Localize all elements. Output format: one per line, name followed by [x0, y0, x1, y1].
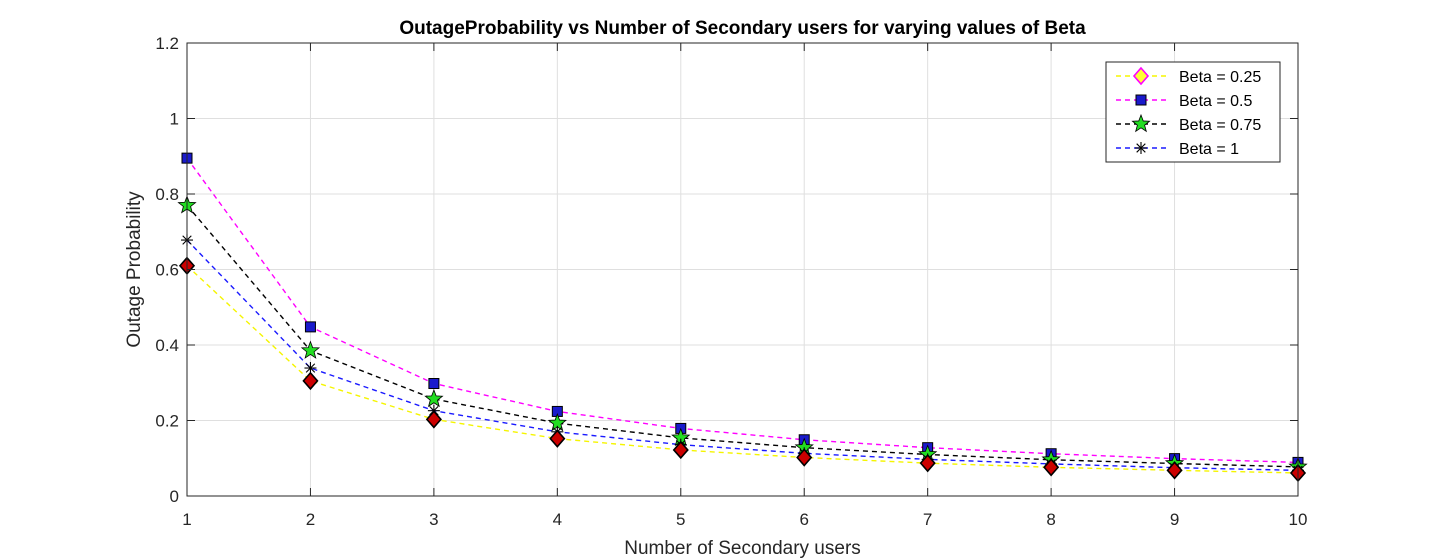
legend-label: Beta = 1 — [1179, 141, 1239, 158]
y-tick-label: 0.6 — [155, 261, 179, 280]
legend-marker — [1132, 66, 1150, 86]
x-tick-label: 10 — [1289, 510, 1308, 529]
legend-label: Beta = 0.75 — [1179, 117, 1261, 134]
data-point-series-3 — [424, 388, 444, 408]
x-tick-label: 7 — [923, 510, 932, 529]
chart-title: OutageProbability vs Number of Secondary… — [399, 18, 1086, 39]
data-point-series-2 — [428, 378, 440, 390]
data-point-series-1 — [919, 453, 936, 473]
data-point-series-1 — [549, 429, 566, 448]
y-axis-label: Outage Probability — [124, 191, 145, 348]
series-line-4 — [186, 239, 1299, 472]
data-point-series-1 — [1043, 458, 1060, 477]
x-tick-label: 8 — [1046, 510, 1055, 529]
x-tick-label: 2 — [306, 510, 315, 529]
y-tick-label: 0.2 — [155, 412, 179, 431]
x-tick-label: 9 — [1170, 510, 1179, 529]
y-tick-label: 0 — [170, 487, 179, 506]
y-tick-label: 1.2 — [155, 34, 179, 53]
legend-box — [1105, 61, 1281, 163]
y-tick-label: 0.8 — [155, 185, 179, 204]
legend-marker — [1135, 142, 1147, 154]
x-axis-label: Number of Secondary users — [624, 538, 861, 559]
legend-label: Beta = 0.5 — [1179, 93, 1252, 110]
x-tick-label: 6 — [799, 510, 808, 529]
y-tick-label: 1 — [170, 110, 179, 129]
x-tick-label: 3 — [429, 510, 438, 529]
data-point-series-1 — [302, 371, 319, 391]
series-line-2 — [186, 157, 1299, 464]
x-tick-label: 4 — [553, 510, 562, 529]
y-tick-label: 0.4 — [155, 336, 179, 355]
data-point-series-1 — [672, 440, 689, 460]
data-point-series-2 — [304, 321, 316, 333]
series-lines — [186, 157, 1299, 474]
data-point-series-3 — [300, 340, 321, 359]
asterisk-stroke — [1136, 143, 1146, 153]
legend-label: Beta = 0.25 — [1179, 69, 1261, 86]
x-tick-label: 1 — [182, 510, 191, 529]
legend-marker — [1131, 113, 1151, 133]
legend: Beta = 0.25 Beta = 0.5 Beta = 0.75 Beta = 1 — [1105, 61, 1281, 163]
asterisk-stroke — [305, 363, 316, 373]
axis-ticks: 1 2 3 4 5 6 7 8 9 10 0 0.2 0.4 0.6 0.8 1 1.2 — [155, 34, 1307, 529]
legend-marker — [1135, 94, 1147, 106]
series-line-3 — [186, 204, 1299, 468]
data-point-series-1 — [796, 448, 813, 467]
data-point-series-1 — [425, 410, 442, 429]
data-point-series-1 — [1166, 461, 1183, 480]
x-tick-label: 5 — [676, 510, 685, 529]
